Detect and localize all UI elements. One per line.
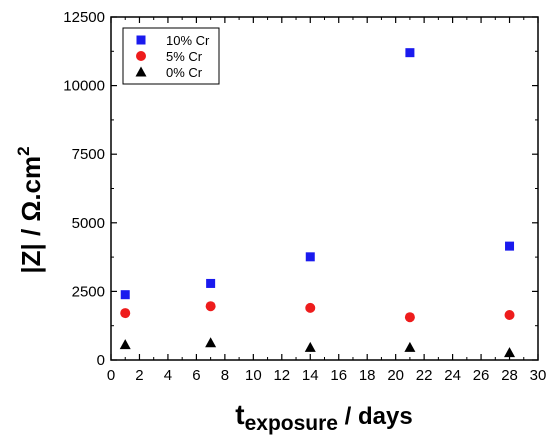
legend-label: 5% Cr <box>166 49 203 64</box>
x-tick-label: 28 <box>501 367 518 384</box>
data-point <box>505 241 515 251</box>
y-tick-label: 0 <box>97 352 105 369</box>
legend-label: 10% Cr <box>166 33 210 48</box>
points-layer <box>119 48 516 358</box>
data-point <box>305 302 316 313</box>
data-point <box>120 290 130 300</box>
data-point <box>205 337 217 348</box>
data-point <box>504 309 515 320</box>
x-tick-label: 2 <box>135 367 143 384</box>
x-tick-label: 22 <box>416 367 433 384</box>
legend-marker <box>136 35 146 45</box>
legend-marker <box>136 51 146 61</box>
data-point <box>120 308 131 319</box>
data-point <box>405 48 415 58</box>
x-tick-label: 16 <box>330 367 347 384</box>
x-axis-title: texposure / days <box>235 399 412 435</box>
y-tick-label: 10000 <box>63 78 105 95</box>
data-point <box>404 312 415 323</box>
data-point <box>206 278 216 288</box>
data-point <box>404 341 416 352</box>
y-tick-label: 5000 <box>72 215 105 232</box>
data-point <box>205 301 216 312</box>
y-tick-label: 2500 <box>72 283 105 300</box>
x-tick-label: 18 <box>359 367 376 384</box>
axes-layer: 0 2 4 6 8 10 12 14 16 18 20 22 24 26 28 300250050007500… <box>63 9 546 384</box>
x-tick-label: 26 <box>473 367 490 384</box>
x-tick-label: 8 <box>221 367 229 384</box>
data-point <box>304 341 316 352</box>
x-tick-label: 0 <box>107 367 115 384</box>
legend-label: 0% Cr <box>166 65 203 80</box>
y-tick-label: 7500 <box>72 146 105 163</box>
x-tick-label: 24 <box>444 367 461 384</box>
x-tick-label: 12 <box>273 367 290 384</box>
legend: 10% Cr5% Cr0% Cr <box>122 27 220 85</box>
y-tick-label: 12500 <box>63 9 105 26</box>
x-tick-label: 6 <box>192 367 200 384</box>
x-tick-label: 10 <box>245 367 262 384</box>
legend-marker <box>135 66 147 77</box>
x-tick-label: 20 <box>387 367 404 384</box>
y-axis-title: |Z| / Ω.cm2 <box>14 146 46 273</box>
data-point <box>119 339 131 350</box>
x-tick-label: 4 <box>164 367 172 384</box>
data-point <box>504 347 516 358</box>
x-tick-label: 14 <box>302 367 319 384</box>
x-tick-label: 30 <box>530 367 547 384</box>
axis-titles: texposure / days |Z| / Ω.cm2 <box>14 146 413 435</box>
data-point <box>305 252 315 262</box>
